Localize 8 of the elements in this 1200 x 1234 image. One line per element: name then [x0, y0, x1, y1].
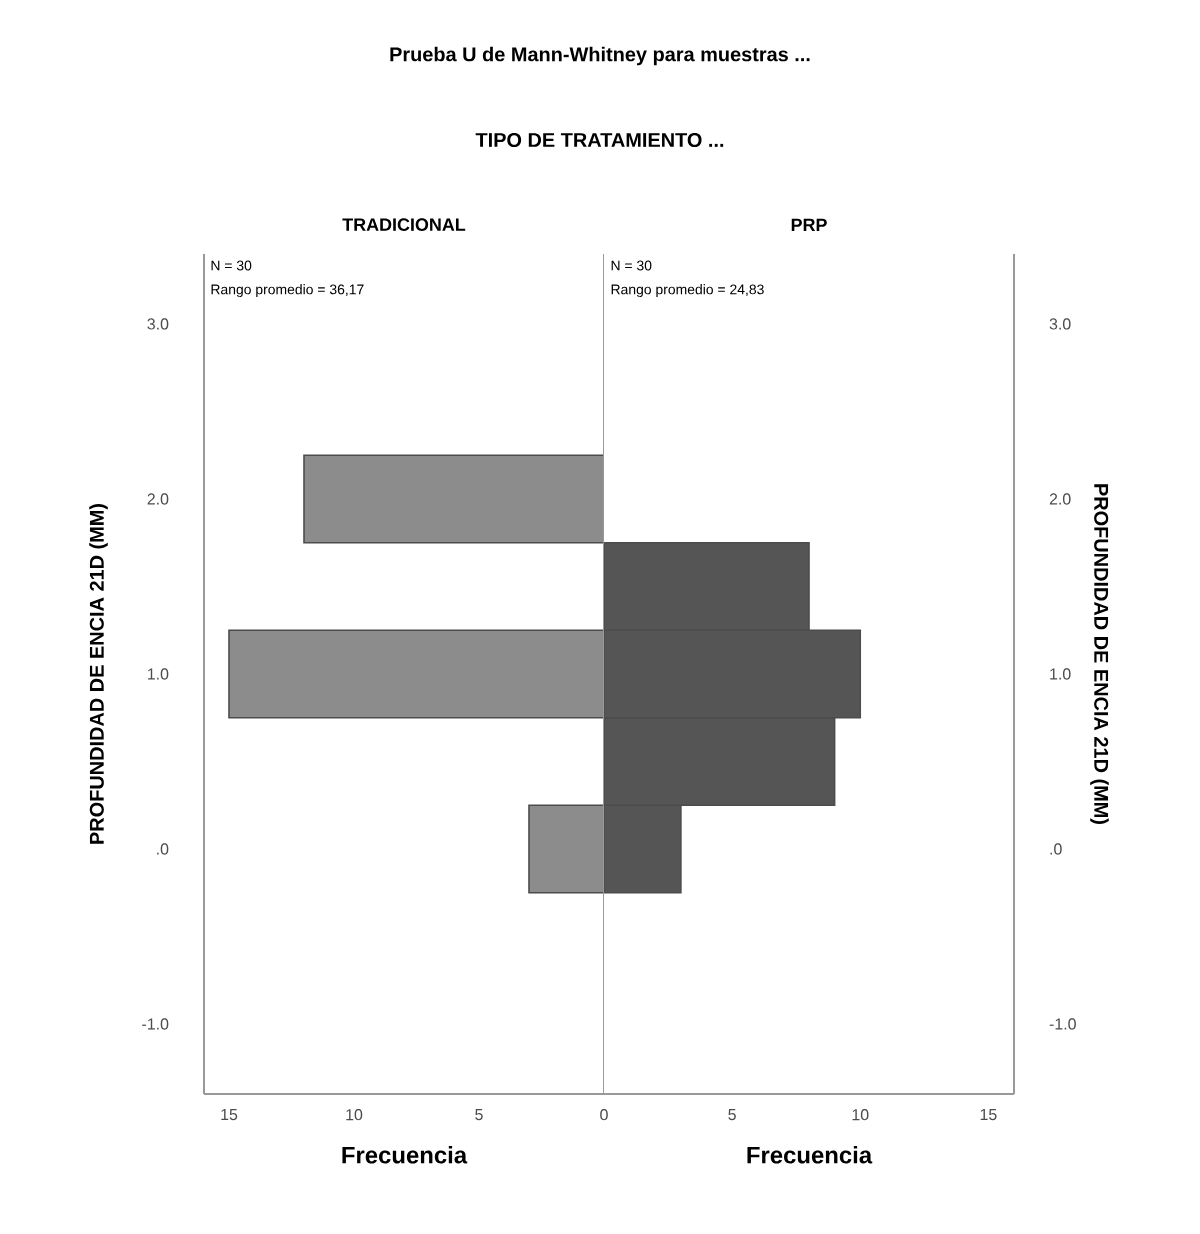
chart-title: TRADICIONAL — [342, 218, 466, 231]
x-axis-title: Frecuencia — [747, 1146, 873, 1164]
text: TIPO DE TRATAMIENTO ... — [475, 132, 724, 148]
x-axis-title: Frecuencia — [342, 1146, 468, 1164]
y-axis-title: PROFUNDIDAD DE ENCIA 21D (MM) — [1090, 484, 1109, 824]
text: Prueba U de Mann-Whitney para muestras ... — [390, 46, 810, 66]
chart-title: PRP — [791, 218, 827, 231]
y-axis-title: PROFUNDIDAD DE ENCIA 21D (MM) — [89, 503, 108, 844]
